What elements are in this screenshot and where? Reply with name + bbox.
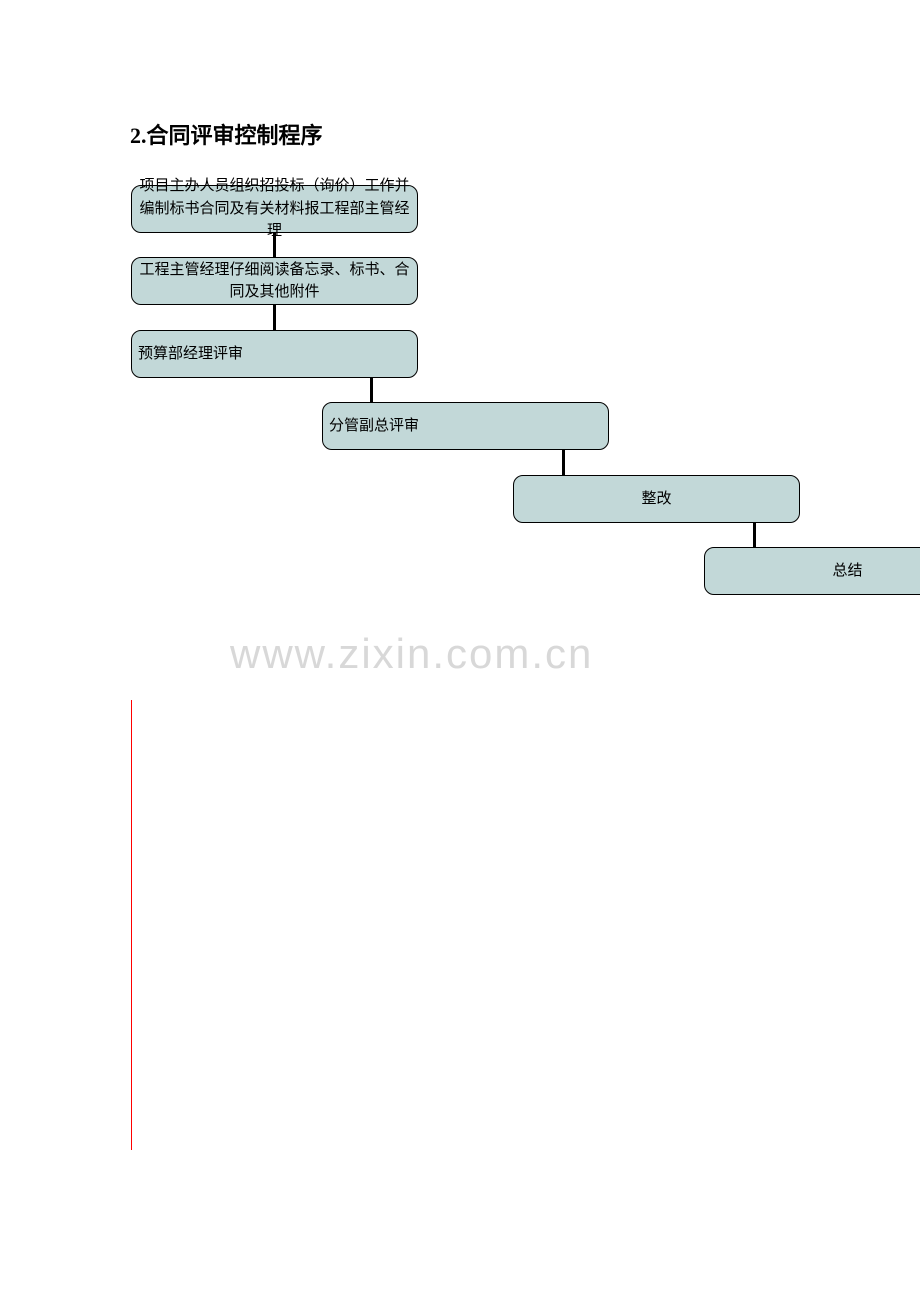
vertical-red-line <box>131 700 132 1150</box>
flow-node-n6: 总结 <box>704 547 920 595</box>
page-title: 2.合同评审控制程序 <box>130 118 323 150</box>
flow-connector-3 <box>562 450 565 475</box>
flow-connector-2 <box>370 378 373 402</box>
flow-node-n5: 整改 <box>513 475 800 523</box>
flow-node-n3: 预算部经理评审 <box>131 330 418 378</box>
flow-connector-4 <box>753 523 756 547</box>
flow-node-n2: 工程主管经理仔细阅读备忘录、标书、合同及其他附件 <box>131 257 418 305</box>
flow-node-n1: 项目主办人员组织招投标（询价）工作并编制标书合同及有关材料报工程部主管经理 <box>131 185 418 233</box>
watermark-text: www.zixin.com.cn <box>230 630 593 678</box>
flow-node-n4: 分管副总评审 <box>322 402 609 450</box>
flow-connector-1 <box>273 305 276 330</box>
flow-connector-0 <box>273 233 276 257</box>
